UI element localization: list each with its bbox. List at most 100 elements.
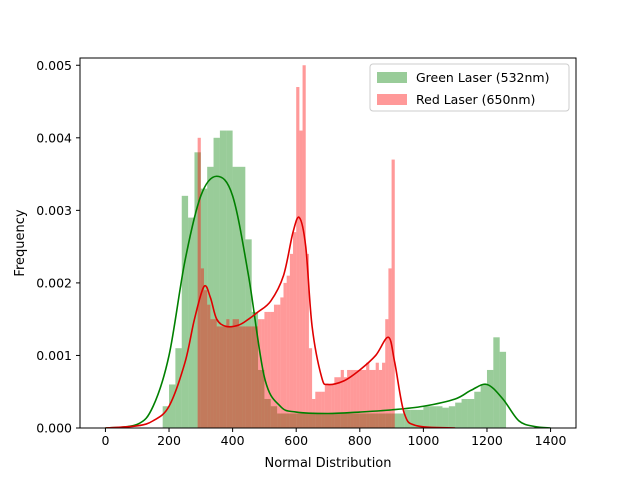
green-bar-14 <box>251 311 259 428</box>
x-tick-label-0: 0 <box>101 433 109 448</box>
green-bar-9 <box>219 130 227 428</box>
red-bar-14 <box>242 326 246 428</box>
x-tick-label-7: 1400 <box>535 433 567 448</box>
legend: Green Laser (532nm) Red Laser (650nm) <box>369 63 570 112</box>
red-bar-53 <box>366 362 370 428</box>
red-bar-26 <box>280 297 284 428</box>
red-bar-46 <box>343 377 348 428</box>
red-bar-0 <box>197 137 201 428</box>
red-bar-34 <box>305 253 309 428</box>
x-tick-label-4: 800 <box>348 433 372 448</box>
red-bar-54 <box>369 369 373 428</box>
red-bar-24 <box>273 304 278 428</box>
y-tick-label-3: 0.003 <box>36 203 72 218</box>
red-bar-33 <box>302 65 306 428</box>
red-histogram-bars <box>197 65 395 428</box>
green-bar-45 <box>448 406 456 428</box>
kde-curves <box>105 175 551 428</box>
red-bar-4 <box>210 319 214 428</box>
green-bar-6 <box>200 188 208 428</box>
green-bar-3 <box>181 195 189 428</box>
red-bar-16 <box>248 326 252 428</box>
red-bar-39 <box>321 391 325 428</box>
red-kde-line <box>105 216 456 428</box>
red-bar-47 <box>347 369 351 428</box>
legend-swatch-0 <box>377 72 407 83</box>
red-bar-48 <box>350 369 354 428</box>
green-bar-31 <box>359 413 367 428</box>
red-bar-31 <box>296 87 300 428</box>
green-bar-49 <box>474 391 481 428</box>
green-bar-19 <box>283 413 290 428</box>
red-bar-51 <box>359 369 363 428</box>
green-bar-24 <box>315 413 322 428</box>
y-axis-label: Frequency <box>13 209 28 276</box>
red-bar-15 <box>245 326 249 428</box>
green-bar-20 <box>289 413 297 428</box>
red-bar-22 <box>267 311 271 428</box>
green-bar-40 <box>417 409 424 428</box>
red-bar-13 <box>238 326 243 428</box>
green-kde-line <box>105 175 551 428</box>
red-bar-61 <box>391 159 395 428</box>
green-bar-10 <box>226 130 233 428</box>
green-bar-25 <box>321 413 328 428</box>
red-bar-37 <box>315 391 319 428</box>
y-tick-label-1: 0.001 <box>36 348 72 363</box>
red-bar-56 <box>375 362 379 428</box>
y-axis-ticks: 0.000 0.001 0.002 0.003 0.004 0.005 <box>36 58 80 436</box>
red-bar-25 <box>277 304 281 428</box>
green-bar-34 <box>378 413 386 428</box>
green-bar-27 <box>334 413 341 428</box>
x-axis-label: Normal Distribution <box>264 456 391 471</box>
red-bar-9 <box>226 319 230 428</box>
green-bar-2 <box>175 348 182 428</box>
red-bar-10 <box>229 326 233 428</box>
red-bar-19 <box>258 319 262 428</box>
red-bar-7 <box>219 326 224 428</box>
red-bar-35 <box>308 348 313 428</box>
red-bar-49 <box>353 369 357 428</box>
red-bar-42 <box>331 384 335 428</box>
x-tick-label-6: 1200 <box>471 433 503 448</box>
red-bar-57 <box>378 369 383 428</box>
red-bar-5 <box>213 319 217 428</box>
green-bar-17 <box>270 406 278 428</box>
green-bar-48 <box>467 398 475 428</box>
red-bar-52 <box>362 369 367 428</box>
red-bar-32 <box>299 130 303 428</box>
green-bar-42 <box>429 406 437 428</box>
green-bar-37 <box>397 413 405 428</box>
red-bar-28 <box>286 275 290 428</box>
green-bar-5 <box>194 152 201 428</box>
red-bar-50 <box>356 369 360 428</box>
green-bar-0 <box>162 406 170 428</box>
green-bar-39 <box>410 409 418 428</box>
red-bar-38 <box>318 391 322 428</box>
green-bar-43 <box>436 406 443 428</box>
green-bar-46 <box>455 402 462 428</box>
y-tick-label-5: 0.005 <box>36 58 72 73</box>
x-tick-label-2: 400 <box>221 433 245 448</box>
red-bar-17 <box>251 326 255 428</box>
green-bar-16 <box>264 398 271 428</box>
green-bar-18 <box>277 413 284 428</box>
green-bar-50 <box>480 384 487 428</box>
y-tick-label-4: 0.004 <box>36 130 72 145</box>
green-bar-13 <box>245 239 252 428</box>
legend-label-1: Red Laser (650nm) <box>416 92 535 107</box>
green-bar-41 <box>423 406 430 428</box>
red-bar-45 <box>340 369 344 428</box>
legend-label-0: Green Laser (532nm) <box>416 70 549 85</box>
red-bar-12 <box>235 319 239 428</box>
red-bar-18 <box>254 326 259 428</box>
green-bar-26 <box>328 413 335 428</box>
red-bar-27 <box>283 282 287 428</box>
green-bar-44 <box>442 407 449 428</box>
green-bar-51 <box>486 369 494 428</box>
green-bar-1 <box>169 384 176 428</box>
red-bar-59 <box>385 319 389 428</box>
red-bar-3 <box>207 304 211 428</box>
y-tick-label-2: 0.002 <box>36 275 72 290</box>
green-bar-32 <box>366 413 373 428</box>
